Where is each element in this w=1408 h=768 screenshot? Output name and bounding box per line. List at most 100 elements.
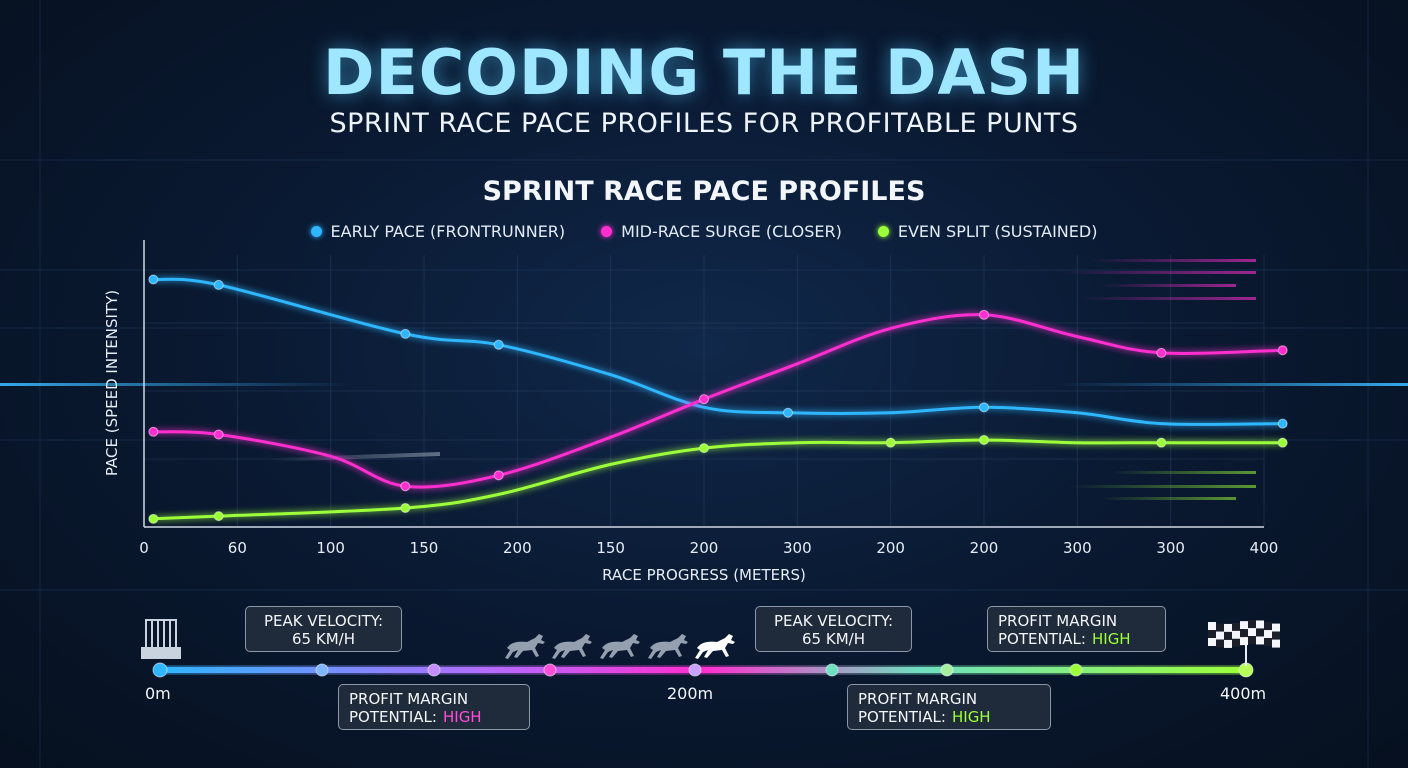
callout-highlight: HIGH (442, 708, 482, 726)
callout-peak-velocity-2: PEAK VELOCITY: 65 KM/H (755, 606, 912, 652)
flag-cell (1272, 639, 1280, 648)
timeline-node (688, 663, 702, 677)
callout-line2: 65 KM/H (802, 630, 865, 648)
x-tick-label: 60 (228, 539, 247, 557)
timeline-start-label: 0m (145, 684, 171, 703)
data-point (885, 437, 896, 448)
x-tick-label: 100 (316, 539, 345, 557)
series-mid-race-surge (148, 309, 1288, 492)
data-point (1277, 345, 1288, 356)
race-timeline (141, 619, 1280, 678)
flag-cell (1232, 630, 1240, 639)
flag-cell (1256, 620, 1264, 629)
flag-cell (1248, 628, 1256, 637)
timeline-nodes (152, 662, 1254, 678)
chart-series (148, 274, 1288, 524)
legend-item-mid-race-surge: MID-RACE SURGE (CLOSER) (601, 222, 842, 241)
data-point (400, 328, 411, 339)
callout-line2: 65 KM/H (292, 630, 355, 648)
horse-silhouette (505, 634, 545, 659)
timeline-end-label: 400m (1220, 684, 1267, 703)
callout-line1: PROFIT MARGIN (858, 690, 978, 708)
flag-cell (1248, 620, 1256, 629)
y-axis-label: PACE (SPEED INTENSITY) (103, 289, 121, 477)
legend-item-even-split: EVEN SPLIT (SUSTAINED) (877, 222, 1097, 241)
timeline-node (825, 663, 839, 677)
x-tick-label: 300 (783, 539, 812, 557)
data-point (148, 513, 159, 524)
flag-cell (1240, 629, 1248, 638)
horse-icon (648, 634, 688, 659)
horse-icon (505, 634, 545, 659)
timeline-node (427, 663, 441, 677)
legend-item-early-pace: EARLY PACE (FRONTRUNNER) (310, 222, 565, 241)
data-point (1277, 437, 1288, 448)
callout-line2: POTENTIAL: (349, 708, 437, 726)
x-tick-labels: 0 60 100 150 200 150 200 300 200 200 300 300 400 (139, 539, 1278, 557)
data-point (493, 339, 504, 350)
flag-cell (1216, 639, 1224, 648)
x-tick-label: 150 (596, 539, 625, 557)
flag-cell (1224, 639, 1232, 648)
flag-cell (1248, 636, 1256, 645)
horse-silhouette (552, 634, 592, 659)
data-point (493, 470, 504, 481)
flag-cell (1232, 638, 1240, 647)
legend-label-mid-race-surge: MID-RACE SURGE (CLOSER) (621, 222, 842, 241)
x-tick-label: 300 (1063, 539, 1092, 557)
x-axis-label: RACE PROGRESS (METERS) (602, 566, 806, 584)
callout-highlight: HIGH (1091, 630, 1131, 648)
timeline-node (1069, 663, 1083, 677)
x-tick-label: 0 (139, 539, 149, 557)
chart-legend: EARLY PACE (FRONTRUNNER) MID-RACE SURGE … (0, 222, 1408, 241)
flag-cell (1208, 630, 1216, 638)
flag-cell (1224, 631, 1232, 640)
callout-line1: PROFIT MARGIN (349, 690, 469, 708)
page-subtitle: SPRINT RACE PACE PROFILES FOR PROFITABLE… (329, 108, 1079, 139)
callout-line1: PEAK VELOCITY: (773, 612, 894, 630)
starting-gate-icon (141, 619, 181, 659)
legend-swatch-even-split (877, 226, 889, 237)
callout-line1: PROFIT MARGIN (998, 612, 1118, 630)
x-tick-label: 200 (503, 539, 532, 557)
flag-cell (1272, 623, 1280, 632)
series-line (153, 438, 1283, 521)
flag-cell (1256, 628, 1264, 637)
callout-profit-margin-1: PROFIT MARGIN POTENTIAL: HIGH (338, 684, 530, 730)
horse-icon (695, 634, 735, 659)
data-point (1277, 418, 1288, 429)
data-point (148, 426, 159, 437)
data-point (213, 511, 224, 522)
page-title: DECODING THE DASH (322, 36, 1086, 109)
data-point (783, 407, 793, 418)
timeline-node (543, 663, 557, 677)
flag-cell (1216, 623, 1224, 632)
flag-cell (1272, 631, 1280, 640)
series-even-split (148, 434, 1288, 524)
data-point (1156, 347, 1167, 358)
flag-cell (1256, 636, 1264, 645)
data-point (699, 443, 709, 454)
data-point (213, 279, 224, 290)
x-tick-label: 200 (690, 539, 719, 557)
horse-icon (552, 634, 592, 659)
data-point (699, 394, 709, 405)
callout-line2: POTENTIAL: (858, 708, 946, 726)
callout-peak-velocity-1: PEAK VELOCITY: 65 KM/H (245, 606, 402, 652)
flag-cell (1264, 622, 1272, 631)
data-point (400, 502, 411, 513)
flag-cell (1216, 631, 1224, 640)
x-tick-label: 300 (1156, 539, 1185, 557)
x-tick-label: 400 (1250, 539, 1279, 557)
data-point (979, 434, 989, 445)
legend-swatch-mid-race-surge (601, 226, 613, 237)
callout-line1: PEAK VELOCITY: (263, 612, 384, 630)
x-tick-label: 150 (410, 539, 439, 557)
checkered-flag-icon (1208, 620, 1280, 666)
flag-cell (1240, 621, 1248, 630)
timeline-node (940, 663, 954, 677)
x-tick-label: 200 (876, 539, 905, 557)
timeline-node (152, 662, 168, 678)
horse-silhouette (695, 634, 735, 659)
